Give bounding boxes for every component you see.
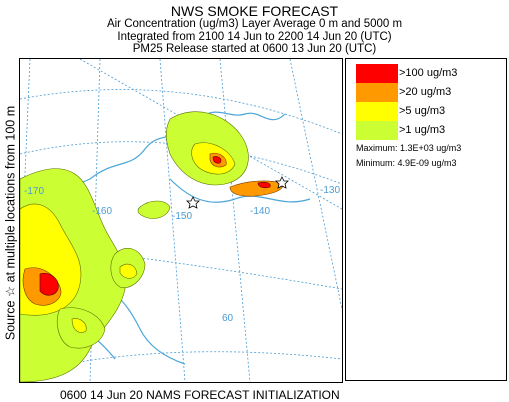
plume-east bbox=[229, 180, 284, 197]
legend-swatch bbox=[356, 83, 398, 102]
legend-swatch bbox=[356, 121, 398, 140]
smoke-map: -170 -160 -150 -140 -130 60 bbox=[19, 58, 343, 383]
lat-line-60 bbox=[20, 351, 342, 375]
lon-label-140: -140 bbox=[250, 206, 270, 217]
subtitle-line-3: PM25 Release started at 0600 13 Jun 20 (… bbox=[132, 43, 377, 55]
footer: 0600 14 Jun 20 NAMS FORECAST INITIALIZAT… bbox=[60, 388, 340, 402]
source-label: Source ☆ at multiple locations from 100 … bbox=[2, 58, 18, 388]
smoke-plumes bbox=[20, 111, 284, 382]
lon-line-140 bbox=[219, 59, 251, 382]
plume-east-core bbox=[257, 181, 271, 189]
source-label-text: Source ☆ at multiple locations from 100 … bbox=[3, 105, 18, 341]
map-canvas: -170 -160 -150 -140 -130 60 bbox=[20, 59, 342, 382]
lon-label-160: -160 bbox=[92, 206, 112, 217]
source-star-1 bbox=[186, 196, 200, 209]
legend-swatch bbox=[356, 102, 398, 121]
lon-line-130 bbox=[289, 59, 342, 310]
plume-south-2 bbox=[119, 263, 138, 279]
legend-label: >100 ug/m3 bbox=[399, 67, 458, 79]
subtitle-line-1: Air Concentration (ug/m3) Layer Average … bbox=[106, 18, 403, 30]
legend-label: >1 ug/m3 bbox=[399, 124, 446, 136]
subtitle-line-2: Integrated from 2100 14 Jun to 2200 14 J… bbox=[117, 31, 392, 43]
plume-west-4 bbox=[39, 273, 59, 296]
source-markers bbox=[186, 176, 289, 209]
legend-label: >5 ug/m3 bbox=[399, 105, 446, 117]
legend-swatch bbox=[356, 64, 398, 83]
plume-north-4 bbox=[212, 156, 222, 164]
plume-central bbox=[137, 200, 171, 219]
source-star-2 bbox=[275, 176, 289, 189]
plume-south-4 bbox=[71, 318, 87, 333]
chart-title: NWS SMOKE FORECAST bbox=[170, 3, 339, 19]
lon-label-150: -150 bbox=[172, 211, 192, 222]
lat-label-60: 60 bbox=[222, 313, 234, 324]
legend: >100 ug/m3 >20 ug/m3 >5 ug/m3 >1 ug/m3 M… bbox=[345, 58, 507, 381]
coast-inlet bbox=[169, 178, 311, 203]
lat-line-70 bbox=[20, 89, 342, 135]
lon-line-150 bbox=[159, 59, 186, 382]
lon-label-170: -170 bbox=[24, 186, 44, 197]
lon-label-130: -130 bbox=[320, 185, 340, 196]
legend-minimum: Minimum: 4.9E-09 ug/m3 bbox=[356, 158, 457, 168]
legend-maximum: Maximum: 1.3E+03 ug/m3 bbox=[356, 143, 462, 153]
legend-label: >20 ug/m3 bbox=[399, 86, 452, 98]
